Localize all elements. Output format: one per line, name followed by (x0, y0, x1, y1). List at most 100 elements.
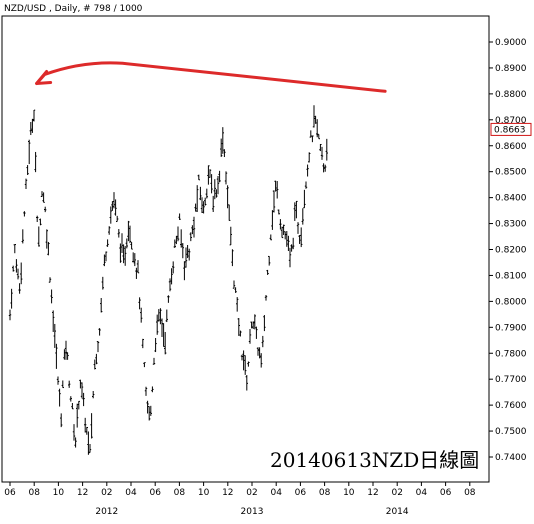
ohlc-bar (290, 244, 293, 252)
last-price-marker: 0.8663 (490, 122, 532, 136)
ohlc-bar (184, 247, 188, 268)
ohlc-bar (136, 260, 140, 274)
ohlc-bar (16, 268, 20, 280)
ohlc-bar (168, 278, 172, 292)
ohlc-bar (90, 413, 93, 439)
ohlc-bar (69, 396, 72, 402)
y-axis: 0.9000 0.8900 0.8800 0.8700 0.8600 0.8500 0.84… (489, 38, 527, 463)
x-tick-label: 08 (319, 488, 331, 498)
ohlc-bar (287, 235, 290, 252)
ohlc-bar (228, 204, 231, 221)
ohlc-bar (194, 203, 197, 212)
ohlc-bar (151, 386, 154, 393)
ohlc-bar (74, 437, 77, 448)
ohlc-bar (237, 318, 240, 336)
y-tick-label: 0.7800 (495, 349, 527, 359)
x-tick-label: 10 (53, 488, 65, 498)
ohlc-bar (232, 280, 236, 289)
ohlc-bar (221, 127, 224, 154)
ohlc-bar (122, 244, 125, 264)
ohlc-bar (24, 178, 28, 190)
x-tick-label: 06 (4, 488, 16, 498)
ohlc-bar (108, 226, 111, 235)
ohlc-bar (156, 314, 159, 335)
ohlc-bar (314, 115, 317, 124)
x-tick-label: 12 (77, 488, 88, 498)
ohlc-bar (100, 297, 103, 313)
year-label: 2013 (241, 507, 264, 517)
ohlc-bar (288, 247, 292, 268)
ohlc-bar (204, 197, 207, 206)
ohlc-bar (325, 138, 328, 161)
ohlc-bar (96, 341, 100, 353)
ohlc-bar (28, 139, 31, 165)
last-price-label: 0.8663 (494, 125, 526, 135)
y-tick-label: 0.7500 (495, 427, 527, 437)
ohlc-bar (8, 309, 12, 321)
ohlc-bar (317, 134, 320, 140)
ohlc-bar (252, 321, 255, 330)
ohlc-bar (292, 237, 295, 250)
ohlc-bar (280, 226, 284, 239)
y-tick-label: 0.8300 (495, 220, 527, 230)
ohlc-bar (64, 340, 68, 360)
ohlc-bar (58, 388, 61, 407)
chart-header-title: NZD/USD , Daily, # 798 / 1000 (4, 4, 143, 14)
ohlc-bar (244, 355, 247, 375)
x-tick-label: 02 (246, 488, 257, 498)
ohlc-bar (245, 375, 248, 391)
ohlc-bar (202, 201, 205, 214)
ohlc-bar (112, 192, 116, 209)
ohlc-bar (85, 426, 88, 435)
ohlc-bar (164, 331, 167, 355)
x-tick-label: 06 (295, 488, 307, 498)
ohlc-bar (301, 208, 304, 225)
x-tick-label: 04 (125, 488, 137, 498)
ohlc-bar (117, 229, 120, 238)
ohlc-bar (172, 261, 175, 274)
ohlc-bar (205, 188, 208, 199)
ohlc-bar (66, 352, 69, 360)
x-tick-label: 08 (464, 488, 476, 498)
ohlc-bar (256, 347, 260, 356)
ohlc-bar (183, 261, 186, 281)
ohlc-bar (320, 146, 324, 160)
ohlc-bar (200, 197, 204, 213)
ohlc-bar (114, 199, 117, 216)
ohlc-bar (316, 119, 319, 138)
ohlc-bar (149, 405, 152, 416)
ohlc-bar (322, 163, 325, 173)
ohlc-bar (36, 215, 39, 223)
ohlc-bar (144, 386, 148, 396)
ohlc-bar (40, 191, 44, 197)
ohlc-bar (80, 382, 84, 399)
x-tick-label: 08 (28, 488, 40, 498)
ohlc-bar (277, 209, 280, 215)
ohlc-bar (285, 231, 288, 247)
ohlc-bar (226, 185, 229, 209)
ohlc-bar (191, 225, 194, 235)
y-tick-label: 0.8400 (495, 194, 527, 204)
ohlc-bar (215, 189, 218, 198)
trend-arrow-annotation (35, 61, 387, 93)
ohlc-bar (154, 338, 157, 353)
ohlc-bar (55, 343, 58, 369)
ohlc-bar (282, 224, 285, 235)
ohlc-bar (260, 353, 263, 368)
ohlc-bar (76, 403, 79, 428)
y-tick-label: 0.9000 (495, 38, 527, 48)
y-tick-label: 0.7900 (495, 323, 527, 333)
ohlc-bar (44, 206, 47, 213)
ohlc-bar (45, 229, 48, 249)
ohlc-bar (311, 135, 314, 143)
ohlc-bar (141, 338, 144, 349)
ohlc-bar (186, 245, 189, 259)
ohlc-bar (242, 350, 245, 371)
ohlc-bar (279, 219, 282, 230)
ohlc-bar (312, 105, 316, 128)
ohlc-bar (138, 297, 141, 310)
ohlc-bar (133, 253, 136, 267)
y-tick-label: 0.7600 (495, 401, 527, 411)
ohlc-bar (224, 171, 228, 185)
ohlc-bar (68, 380, 71, 388)
